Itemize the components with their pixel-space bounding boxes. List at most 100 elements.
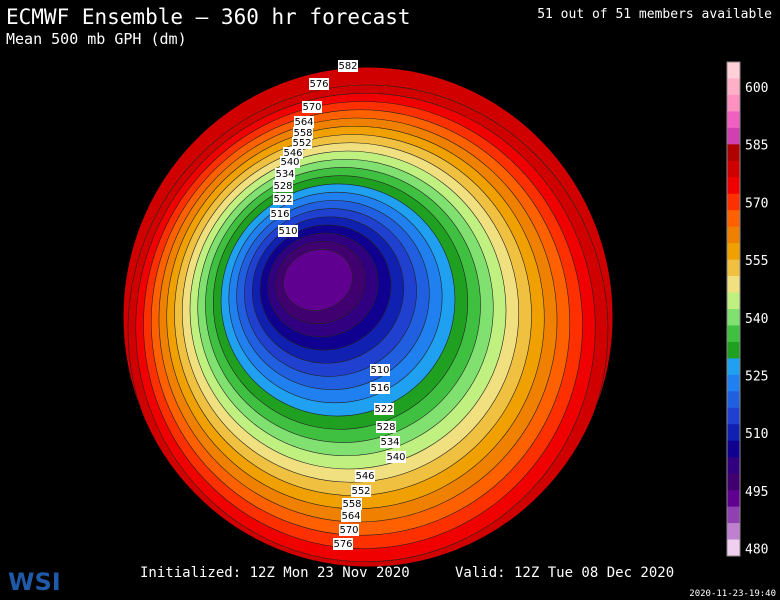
colorbar-label: 480	[745, 543, 768, 558]
contour-label: 516	[270, 209, 289, 220]
timestamp: 2020-11-23-19:40	[689, 589, 776, 599]
contour-label: 528	[273, 181, 292, 192]
colorbar-segment	[727, 78, 740, 96]
colorbar-segment	[727, 506, 740, 524]
colorbar-segment	[727, 325, 740, 343]
contour-label: 528	[376, 422, 395, 433]
colorbar-label: 495	[745, 485, 768, 500]
contour-label: 558	[293, 128, 312, 139]
colorbar-segment	[727, 309, 740, 326]
contour-label: 558	[342, 499, 361, 510]
contour-label: 564	[294, 117, 313, 128]
colorbar-segment	[727, 144, 740, 162]
colorbar: 600 585 570 555 540 525 510 495 480	[726, 61, 768, 558]
contour-label-box	[376, 421, 396, 433]
colorbar-segment	[727, 62, 740, 79]
contour-label-box	[333, 538, 353, 550]
colorbar-label: 540	[745, 312, 768, 327]
contour-label-box	[370, 382, 390, 394]
contour-label-box	[294, 116, 314, 128]
contour-label: 546	[283, 148, 302, 159]
contour-label: 570	[302, 102, 321, 113]
colorbar-segment	[727, 226, 740, 244]
colorbar-segment	[727, 490, 740, 508]
contour-label-box	[370, 364, 390, 376]
contour-label: 552	[351, 486, 370, 497]
contour-label-box	[302, 101, 322, 113]
contour-label-box	[280, 156, 300, 168]
contour-label-box	[275, 168, 295, 180]
contour-label-box	[342, 498, 362, 510]
subtitle: Mean 500 mb GPH (dm)	[6, 30, 187, 48]
colorbar-segment	[727, 292, 740, 310]
colorbar-label: 600	[745, 81, 768, 96]
contour-label: 540	[280, 157, 299, 168]
valid: Valid: 12Z Tue 08 Dec 2020	[455, 565, 674, 581]
contour-label-box	[273, 193, 293, 205]
contour-label-box	[339, 524, 359, 536]
contour-label-box	[292, 137, 312, 149]
colorbar-label: 570	[745, 196, 768, 211]
contour-label: 516	[370, 383, 389, 394]
colorbar-frame	[726, 61, 741, 557]
colorbar-segment	[727, 457, 740, 475]
colorbar-segment	[727, 94, 740, 112]
contour-label-box	[386, 451, 406, 463]
colorbar-segment	[727, 243, 740, 261]
contour-label: 510	[370, 365, 389, 376]
contour-label: 534	[275, 169, 294, 180]
contour-label-box	[355, 470, 375, 482]
contour-label-box	[309, 78, 329, 90]
contour-label-box	[278, 225, 298, 237]
logo: WSI	[8, 568, 61, 596]
members: 51 out of 51 members available	[537, 7, 772, 22]
height-band	[283, 249, 353, 311]
bands	[123, 67, 613, 567]
contour-label: 552	[292, 138, 311, 149]
contour-label: 522	[273, 194, 292, 205]
contour-label: 534	[380, 437, 399, 448]
contour-label: 540	[386, 452, 405, 463]
colorbar-segment	[727, 424, 740, 442]
colorbar-segment	[727, 539, 740, 557]
contour-label-box	[341, 510, 361, 522]
colorbar-segment	[727, 276, 740, 294]
contour-label: 546	[355, 471, 374, 482]
colorbar-segment	[727, 523, 740, 541]
initialized: Initialized: 12Z Mon 23 Nov 2020	[140, 565, 410, 581]
contour-label-box	[293, 127, 313, 139]
colorbar-segment	[727, 160, 740, 178]
contour-label: 576	[309, 79, 328, 90]
colorbar-segment	[727, 111, 740, 129]
contour-label: 570	[339, 525, 358, 536]
hemisphere: 5825765705645585525465405345285225165105…	[122, 60, 614, 568]
colorbar-label: 510	[745, 427, 768, 442]
contour-label: 522	[374, 404, 393, 415]
colorbar-segment	[727, 177, 740, 195]
hemisphere-edge	[122, 66, 614, 568]
colorbar-segment	[727, 391, 740, 409]
colorbar-segment	[727, 193, 740, 211]
contour-label-box	[270, 208, 290, 220]
contour-label-box	[351, 485, 371, 497]
title: ECMWF Ensemble — 360 hr forecast	[6, 5, 411, 29]
colorbar-segment	[727, 210, 740, 228]
colorbar-label: 555	[745, 254, 768, 269]
colorbar-segment	[727, 407, 740, 425]
colorbar-label: 585	[745, 139, 768, 154]
colorbar-segment	[727, 358, 740, 376]
colorbar-segment	[727, 259, 740, 277]
contour-label-box	[380, 436, 400, 448]
contour-label: 582	[338, 61, 357, 72]
colorbar-segment	[727, 127, 740, 145]
contour-label: 510	[278, 226, 297, 237]
colorbar-segment	[727, 374, 740, 392]
contour-label-box	[273, 180, 293, 192]
colorbar-segment	[727, 440, 740, 458]
colorbar-segment	[727, 341, 740, 359]
contour-label: 564	[341, 511, 360, 522]
contour-label-box	[374, 403, 394, 415]
contour-label: 576	[333, 539, 352, 550]
colorbar-label: 525	[745, 370, 768, 385]
